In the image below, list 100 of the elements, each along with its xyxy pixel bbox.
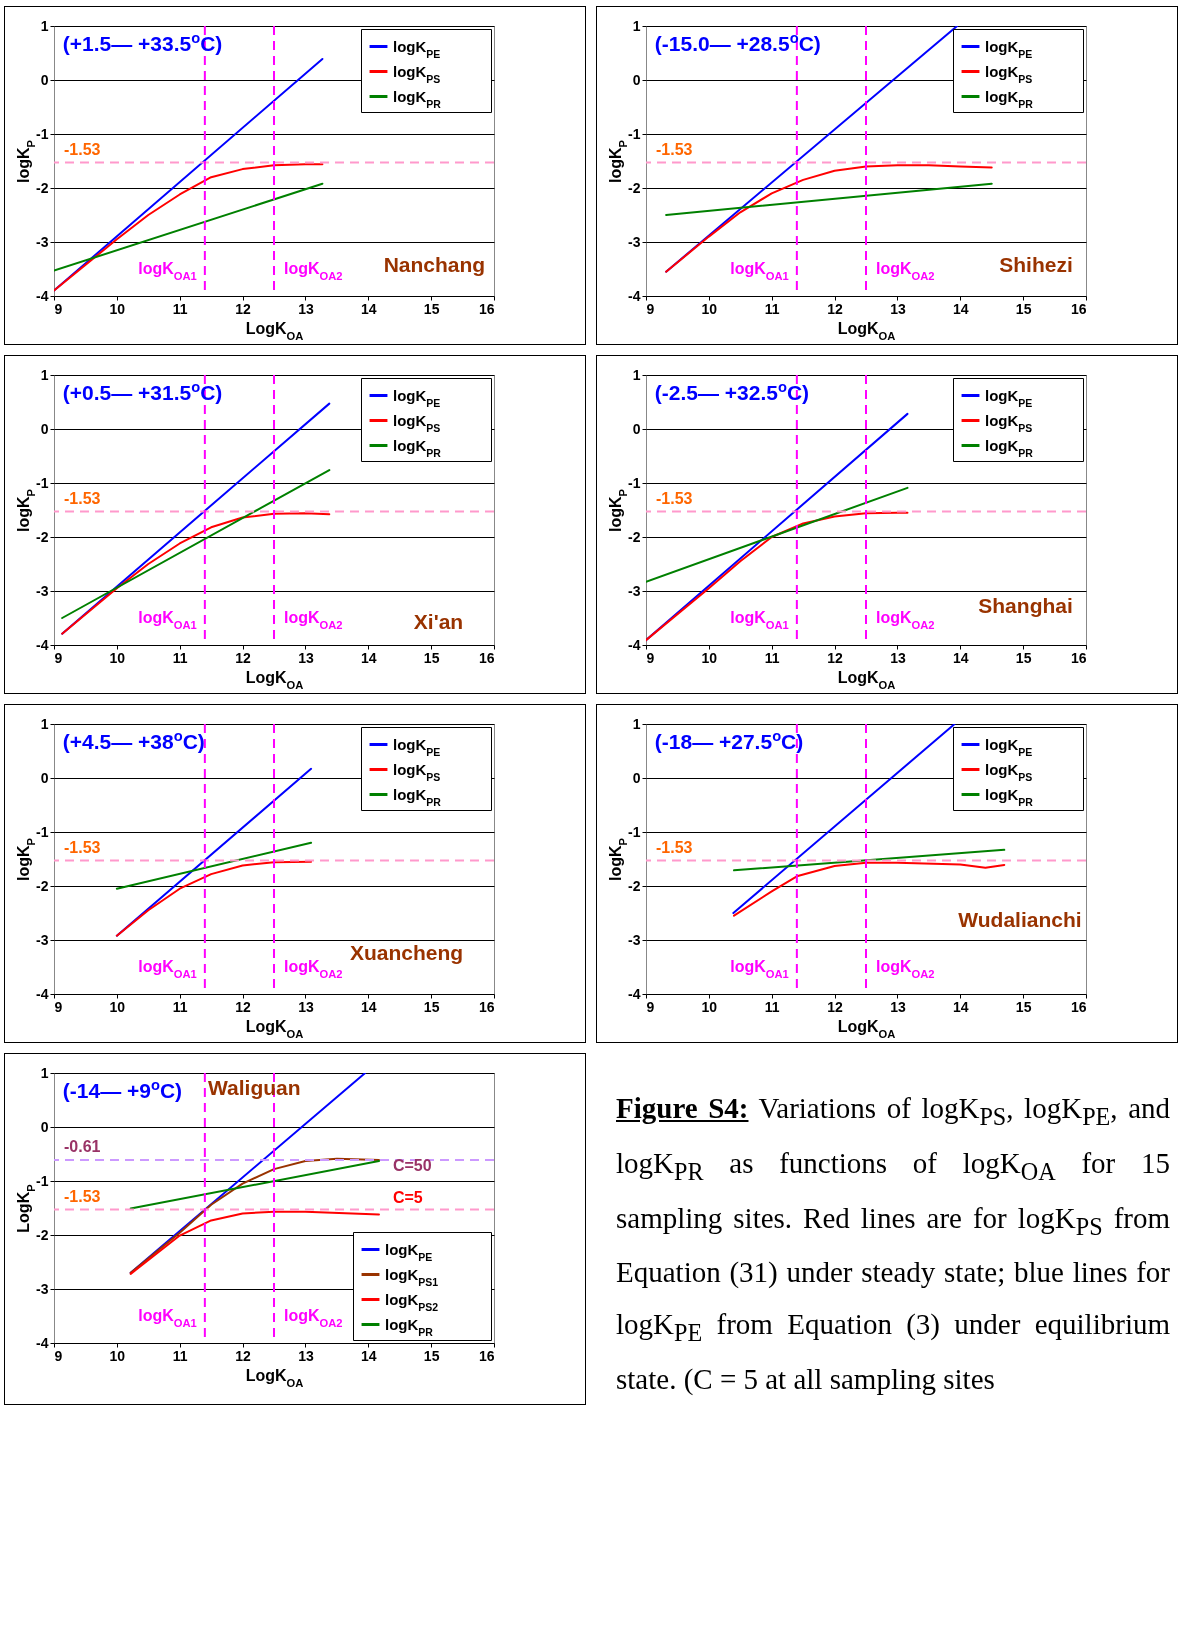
y-tick-label: -2	[36, 179, 49, 196]
x-tick-label: 12	[235, 300, 252, 317]
x-tick-label: 13	[298, 1347, 314, 1364]
x-tick-label: 16	[478, 300, 495, 317]
x-axis-title: LogK$_{OA}$	[837, 319, 896, 342]
x-tick-label: 9	[646, 649, 655, 666]
y-tick-label: -3	[36, 931, 49, 948]
ref-line-label: logK$_{OA1}$	[138, 609, 197, 631]
x-tick-label: 13	[890, 998, 906, 1015]
ref-line-label: -1.53	[64, 489, 101, 507]
ref-line-label: -1.53	[64, 140, 101, 158]
y-tick-label: -1	[36, 823, 49, 840]
annotation: (-15.0— +28.5$^{o}$C)	[654, 29, 821, 55]
x-axis-title: LogK$_{OA}$	[245, 1017, 304, 1040]
line-series	[129, 1210, 380, 1275]
x-tick-label: 15	[423, 1347, 440, 1364]
y-tick-label: 0	[40, 420, 49, 437]
x-tick-label: 9	[646, 998, 655, 1015]
y-tick-label: -1	[36, 125, 49, 142]
annotation: Shihezi	[999, 253, 1073, 277]
annotation: (+1.5— +33.5$^{o}$C)	[62, 29, 223, 55]
ref-line-label: logK$_{OA2}$	[284, 260, 343, 282]
legend-label: logK$_{PE}$	[985, 386, 1033, 409]
ref-line-label: logK$_{OA2}$	[284, 958, 343, 980]
x-tick-label: 9	[54, 998, 63, 1015]
y-tick-label: 1	[632, 715, 641, 732]
annotation: C=5	[392, 1188, 423, 1206]
ref-line-label: -0.61	[64, 1137, 101, 1155]
legend-label: logK$_{PS}$	[393, 62, 441, 85]
ref-line-label: logK$_{OA1}$	[730, 609, 789, 631]
legend-label: logK$_{PS}$	[985, 760, 1033, 783]
x-tick-label: 11	[764, 998, 780, 1015]
y-tick-label: -1	[36, 1172, 49, 1189]
ref-line-label: logK$_{OA2}$	[284, 1307, 343, 1329]
x-tick-label: 15	[1015, 649, 1032, 666]
y-tick-label: 0	[40, 1118, 49, 1135]
y-tick-label: -3	[36, 233, 49, 250]
x-tick-label: 10	[109, 300, 126, 317]
ref-line-label: logK$_{OA1}$	[138, 958, 197, 980]
x-tick-label: 14	[953, 300, 969, 317]
y-tick-label: -1	[628, 474, 641, 491]
line-series	[129, 1157, 380, 1274]
legend-label: logK$_{PR}$	[985, 87, 1034, 110]
y-tick-label: -2	[36, 528, 49, 545]
x-tick-label: 10	[109, 1347, 126, 1364]
annotation: (-2.5— +32.5$^{o}$C)	[654, 378, 810, 404]
x-tick-label: 11	[172, 998, 188, 1015]
x-tick-label: 12	[827, 300, 844, 317]
x-tick-label: 11	[172, 300, 188, 317]
x-tick-label: 11	[172, 1347, 188, 1364]
ref-line-label: logK$_{OA1}$	[730, 260, 789, 282]
x-tick-label: 14	[953, 649, 969, 666]
legend-label: logK$_{PE}$	[985, 37, 1033, 60]
x-tick-label: 12	[827, 649, 844, 666]
legend-label: logK$_{PS}$	[393, 411, 441, 434]
x-tick-label: 13	[298, 300, 314, 317]
x-tick-label: 10	[109, 649, 126, 666]
x-tick-label: 14	[953, 998, 969, 1015]
x-tick-label: 16	[1070, 649, 1087, 666]
legend-label: logK$_{PS}$	[393, 760, 441, 783]
x-tick-label: 15	[423, 649, 440, 666]
annotation: Xuancheng	[350, 940, 464, 964]
annotation: (+4.5— +38$^{o}$C)	[62, 727, 205, 753]
line-series	[115, 860, 313, 937]
x-tick-label: 16	[1070, 998, 1087, 1015]
annotation: C=50	[392, 1156, 432, 1174]
x-tick-label: 11	[764, 649, 780, 666]
y-tick-label: -2	[628, 528, 641, 545]
legend-label: logK$_{PE}$	[385, 1240, 433, 1263]
x-tick-label: 10	[701, 300, 718, 317]
x-tick-label: 10	[701, 649, 718, 666]
x-tick-label: 11	[764, 300, 780, 317]
x-axis-title: LogK$_{OA}$	[245, 319, 304, 342]
legend-label: logK$_{PR}$	[985, 785, 1034, 808]
y-tick-label: -3	[628, 931, 641, 948]
ref-line-label: logK$_{OA1}$	[138, 260, 197, 282]
x-tick-label: 14	[361, 998, 377, 1015]
x-tick-label: 15	[1015, 300, 1032, 317]
y-tick-label: 0	[40, 769, 49, 786]
caption: Figure S4:	[616, 1092, 749, 1124]
ref-line-label: -1.53	[64, 838, 101, 856]
x-tick-label: 16	[478, 649, 495, 666]
y-tick-label: 0	[40, 71, 49, 88]
y-tick-label: -1	[36, 474, 49, 491]
y-tick-label: -3	[628, 582, 641, 599]
x-axis-title: LogK$_{OA}$	[245, 1366, 304, 1389]
y-tick-label: -2	[628, 179, 641, 196]
legend-label: logK$_{PS}$	[985, 62, 1033, 85]
ref-line-label: logK$_{OA1}$	[730, 958, 789, 980]
annotation: Xi'an	[413, 610, 464, 634]
ref-line-label: -1.53	[64, 1187, 101, 1205]
y-tick-label: 1	[40, 715, 49, 732]
x-tick-label: 9	[54, 649, 63, 666]
y-tick-label: -1	[628, 823, 641, 840]
y-tick-label: 1	[40, 1064, 49, 1081]
x-axis-title: LogK$_{OA}$	[837, 1017, 896, 1040]
x-axis-title: LogK$_{OA}$	[245, 668, 304, 691]
y-tick-label: -2	[36, 1226, 49, 1243]
y-tick-label: 1	[40, 366, 49, 383]
legend-label: logK$_{PR}$	[393, 87, 442, 110]
